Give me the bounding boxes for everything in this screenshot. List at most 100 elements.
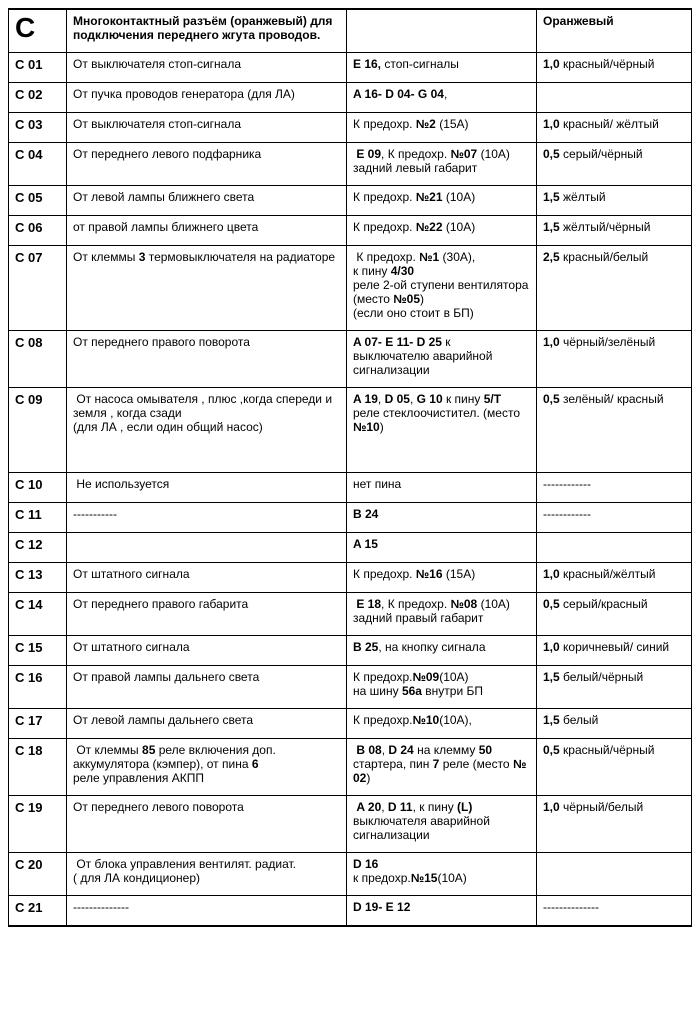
cell-ref: D 16к предохр.№15(10А) bbox=[347, 853, 537, 896]
cell-ref: К предохр. №2 (15А) bbox=[347, 113, 537, 143]
cell-desc: Не используется bbox=[67, 473, 347, 503]
cell-desc: От клеммы 3 термовыключателя на радиатор… bbox=[67, 246, 347, 331]
cell-ref: нет пина bbox=[347, 473, 537, 503]
cell-ref: B 08, D 24 на клемму 50 стартера, пин 7 … bbox=[347, 739, 537, 796]
cell-ref: B 24 bbox=[347, 503, 537, 533]
cell-code: C 21 bbox=[9, 896, 67, 927]
cell-wire bbox=[537, 853, 692, 896]
cell-wire: ------------ bbox=[537, 473, 692, 503]
table-row: C 16От правой лампы дальнего светаК пред… bbox=[9, 666, 692, 709]
cell-wire: 1,5 белый/чёрный bbox=[537, 666, 692, 709]
cell-ref: К предохр.№10(10А), bbox=[347, 709, 537, 739]
cell-desc: От переднего правого габарита bbox=[67, 593, 347, 636]
table-row: C 21--------------D 19- E 12------------… bbox=[9, 896, 692, 927]
cell-code: C 03 bbox=[9, 113, 67, 143]
table-row: C 19От переднего левого поворота A 20, D… bbox=[9, 796, 692, 853]
cell-code: C 18 bbox=[9, 739, 67, 796]
cell-desc: От левой лампы ближнего света bbox=[67, 186, 347, 216]
cell-desc: от правой лампы ближнего цвета bbox=[67, 216, 347, 246]
cell-desc: От переднего правого поворота bbox=[67, 331, 347, 388]
cell-code: C 17 bbox=[9, 709, 67, 739]
cell-wire: 1,0 коричневый/ синий bbox=[537, 636, 692, 666]
header-wire: Оранжевый bbox=[537, 9, 692, 53]
table-row: C 12A 15 bbox=[9, 533, 692, 563]
table-row: C 14От переднего правого габарита E 18, … bbox=[9, 593, 692, 636]
table-row: C 10 Не используетсянет пина------------ bbox=[9, 473, 692, 503]
cell-wire: 1,0 красный/жёлтый bbox=[537, 563, 692, 593]
cell-wire bbox=[537, 83, 692, 113]
cell-wire: 1,0 красный/ жёлтый bbox=[537, 113, 692, 143]
cell-wire: 0,5 серый/чёрный bbox=[537, 143, 692, 186]
header-ref bbox=[347, 9, 537, 53]
cell-wire: 1,5 белый bbox=[537, 709, 692, 739]
cell-code: C 10 bbox=[9, 473, 67, 503]
cell-wire bbox=[537, 533, 692, 563]
cell-wire: ------------ bbox=[537, 503, 692, 533]
cell-wire: 1,0 чёрный/белый bbox=[537, 796, 692, 853]
cell-desc: ----------- bbox=[67, 503, 347, 533]
cell-ref: A 16- D 04- G 04, bbox=[347, 83, 537, 113]
table-row: C 04От переднего левого подфарника E 09,… bbox=[9, 143, 692, 186]
table-row: C 05От левой лампы ближнего светаК предо… bbox=[9, 186, 692, 216]
table-row: C 03От выключателя стоп-сигналаК предохр… bbox=[9, 113, 692, 143]
cell-wire: 0,5 красный/чёрный bbox=[537, 739, 692, 796]
table-row: C 17От левой лампы дальнего светаК предо… bbox=[9, 709, 692, 739]
cell-ref: К предохр.№09(10А)на шину 56а внутри БП bbox=[347, 666, 537, 709]
cell-desc: От клеммы 85 реле включения доп. аккумул… bbox=[67, 739, 347, 796]
cell-wire: 1,5 жёлтый/чёрный bbox=[537, 216, 692, 246]
cell-ref: К предохр. №22 (10А) bbox=[347, 216, 537, 246]
cell-code: C 13 bbox=[9, 563, 67, 593]
cell-desc: От левой лампы дальнего света bbox=[67, 709, 347, 739]
cell-ref: К предохр. №16 (15А) bbox=[347, 563, 537, 593]
cell-ref: A 07- E 11- D 25 к выключателю аварийной… bbox=[347, 331, 537, 388]
cell-ref: E 16, стоп-сигналы bbox=[347, 53, 537, 83]
cell-code: C 04 bbox=[9, 143, 67, 186]
cell-ref: E 09, К предохр. №07 (10А)задний левый г… bbox=[347, 143, 537, 186]
cell-code: C 05 bbox=[9, 186, 67, 216]
table-row: C 11-----------B 24------------ bbox=[9, 503, 692, 533]
table-row: C 01От выключателя стоп-сигналаE 16, сто… bbox=[9, 53, 692, 83]
table-row: C 15От штатного сигналаB 25, на кнопку с… bbox=[9, 636, 692, 666]
table-row: C 18 От клеммы 85 реле включения доп. ак… bbox=[9, 739, 692, 796]
cell-desc: От штатного сигнала bbox=[67, 636, 347, 666]
cell-wire: 0,5 зелёный/ красный bbox=[537, 388, 692, 473]
cell-wire: 1,5 жёлтый bbox=[537, 186, 692, 216]
cell-code: C 19 bbox=[9, 796, 67, 853]
cell-wire: 0,5 серый/красный bbox=[537, 593, 692, 636]
cell-code: C 02 bbox=[9, 83, 67, 113]
cell-code: C 07 bbox=[9, 246, 67, 331]
cell-wire: 2,5 красный/белый bbox=[537, 246, 692, 331]
cell-ref: A 20, D 11, к пину (L) выключателя авари… bbox=[347, 796, 537, 853]
cell-ref: B 25, на кнопку сигнала bbox=[347, 636, 537, 666]
header-row: CМногоконтактный разъём (оранжевый) для … bbox=[9, 9, 692, 53]
cell-desc: От переднего левого подфарника bbox=[67, 143, 347, 186]
connector-table: CМногоконтактный разъём (оранжевый) для … bbox=[8, 8, 692, 927]
cell-code: C 15 bbox=[9, 636, 67, 666]
cell-desc: От насоса омывателя , плюс ,когда сперед… bbox=[67, 388, 347, 473]
header-desc: Многоконтактный разъём (оранжевый) для п… bbox=[67, 9, 347, 53]
table-row: C 07От клеммы 3 термовыключателя на ради… bbox=[9, 246, 692, 331]
cell-code: C 01 bbox=[9, 53, 67, 83]
cell-wire: 1,0 чёрный/зелёный bbox=[537, 331, 692, 388]
cell-ref: D 19- E 12 bbox=[347, 896, 537, 927]
cell-ref: A 19, D 05, G 10 к пину 5/T реле стеклоо… bbox=[347, 388, 537, 473]
cell-wire: -------------- bbox=[537, 896, 692, 927]
table-row: C 13От штатного сигналаК предохр. №16 (1… bbox=[9, 563, 692, 593]
header-code: C bbox=[9, 9, 67, 53]
cell-code: C 08 bbox=[9, 331, 67, 388]
cell-code: C 09 bbox=[9, 388, 67, 473]
table-row: C 20 От блока управления вентилят. радиа… bbox=[9, 853, 692, 896]
table-row: C 06от правой лампы ближнего цветаК пред… bbox=[9, 216, 692, 246]
cell-code: C 16 bbox=[9, 666, 67, 709]
table-row: C 09 От насоса омывателя , плюс ,когда с… bbox=[9, 388, 692, 473]
cell-ref: A 15 bbox=[347, 533, 537, 563]
cell-desc: От выключателя стоп-сигнала bbox=[67, 53, 347, 83]
cell-desc: -------------- bbox=[67, 896, 347, 927]
cell-code: C 20 bbox=[9, 853, 67, 896]
cell-desc: От блока управления вентилят. радиат.( д… bbox=[67, 853, 347, 896]
cell-code: C 06 bbox=[9, 216, 67, 246]
table-row: C 08От переднего правого поворотаA 07- E… bbox=[9, 331, 692, 388]
cell-desc bbox=[67, 533, 347, 563]
cell-ref: К предохр. №21 (10А) bbox=[347, 186, 537, 216]
table-row: C 02От пучка проводов генератора (для ЛА… bbox=[9, 83, 692, 113]
